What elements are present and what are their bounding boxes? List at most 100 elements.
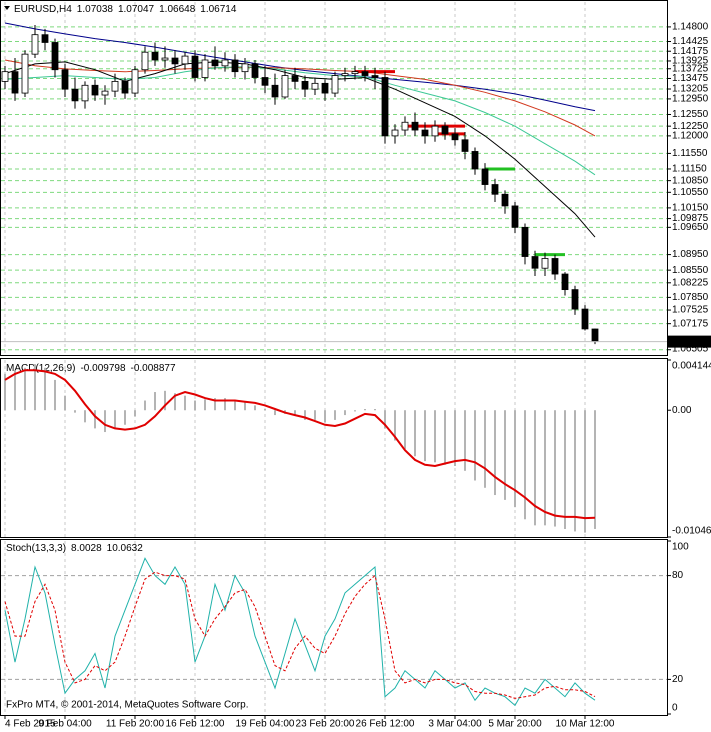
stoch-pane [0,539,668,716]
macd-bar [154,392,156,411]
price-box [668,335,711,348]
header-open: 1.07038 [77,4,114,15]
candle-body [531,256,539,269]
macd-bar [14,370,16,411]
x-tick-label: 10 Mar 12:00 [556,719,615,730]
y-tick-label: 1.12950 [672,94,709,105]
candle-body [191,55,199,78]
y-tick-label: 1.12250 [672,121,709,132]
candle-body [131,69,139,94]
macd-bar [214,398,216,411]
price-label: 1.06714 [671,336,708,347]
macd-title: MACD(12,26,9) [6,363,75,374]
y-tick-label: 1.08950 [672,249,709,260]
stoch-title: Stoch(13,3,3) [6,543,66,554]
candle-body [471,151,479,170]
macd-bar [354,410,356,412]
macd-bar [504,410,506,500]
candle-body [521,226,529,257]
candle-body [231,59,239,73]
candle-body [51,42,59,71]
candle-body [481,168,489,185]
y-tick-label: 1.09875 [672,213,709,224]
header-high: 1.07047 [118,4,155,15]
x-tick-label: 26 Feb 12:00 [356,719,415,730]
candle-body [411,121,419,131]
y-tick-label: 100 [672,542,689,553]
symbol: EURUSD,H4 [14,4,72,15]
macd-bar [414,410,416,457]
candle-body [151,51,159,61]
macd-bar [494,410,496,496]
candle-body [61,69,69,90]
candle-body [371,75,379,78]
macd-bar [394,410,396,441]
macd-bar [434,410,436,463]
candle-body [431,125,439,137]
y-tick-label: 1.06505 [672,344,709,355]
y-tick-label: -0.010462 [672,526,711,537]
signal-line [4,369,596,520]
y-tick-label: 1.07850 [672,292,709,303]
macd-bar [24,367,26,411]
macd-bar [334,410,336,420]
candle-body [211,59,219,67]
macd-bar [114,410,116,429]
macd-bar [444,410,446,465]
candle-body [341,73,349,76]
y-tick-label: 0 [672,703,678,714]
macd-bar [404,410,406,449]
x-tick-label: 9 Feb 04:00 [38,719,92,730]
macd-bar [304,410,306,420]
candle-body [451,133,459,141]
macd-bar [554,410,556,527]
y-tick-label: 1.09650 [672,222,709,233]
y-tick-label: 0.004144 [672,361,711,372]
header-low: 1.06648 [159,4,196,15]
y-tick-label: 1.11550 [672,148,708,159]
y-tick-label: 1.13925 [672,56,709,67]
candle-body [311,82,319,90]
header-close: 1.06714 [200,4,237,15]
candle-body [251,63,259,78]
candle-body [221,59,229,67]
footer: FxPro MT4, © 2001-2014, MetaQuotes Softw… [6,700,248,711]
macd-bar [344,410,346,416]
macd-bar [594,410,596,529]
candle-body [391,129,399,137]
macd-bar [184,395,186,411]
macd-bar [64,395,66,411]
macd-bar [524,410,526,520]
y-tick-label: 1.12550 [672,109,709,120]
candle-body [561,273,569,291]
candle-body [381,77,389,137]
y-tick-label: 1.07175 [672,318,709,329]
macd-bar [474,410,476,481]
y-tick-label: 1.14800 [672,22,709,33]
y-tick-label: 1.12000 [672,131,709,142]
macd-bar [534,410,536,526]
macd-bar [294,410,296,416]
candle-body [331,75,339,94]
macd-bar [204,399,206,411]
candle-body [581,308,589,330]
macd-bar [254,405,256,411]
macd-bar [104,410,106,433]
candle-body [571,289,579,310]
x-tick-label: 4 Feb 2015 [5,719,56,730]
candle-body [511,205,519,228]
candle-body [461,139,469,152]
x-tick-label: 3 Mar 04:00 [428,719,482,730]
signal-last: -0.008877 [131,363,176,374]
macd-bar [144,400,146,411]
macd-bar [54,379,56,411]
y-tick-label: 1.13205 [672,84,709,95]
x-tick-label: 23 Feb 20:00 [296,719,355,730]
macd-bar [244,401,246,411]
macd-bar [454,410,456,466]
candle-body [121,80,129,94]
candle-body [401,121,409,131]
y-tick-label: 1.14425 [672,36,709,47]
macd-bar [484,410,486,488]
